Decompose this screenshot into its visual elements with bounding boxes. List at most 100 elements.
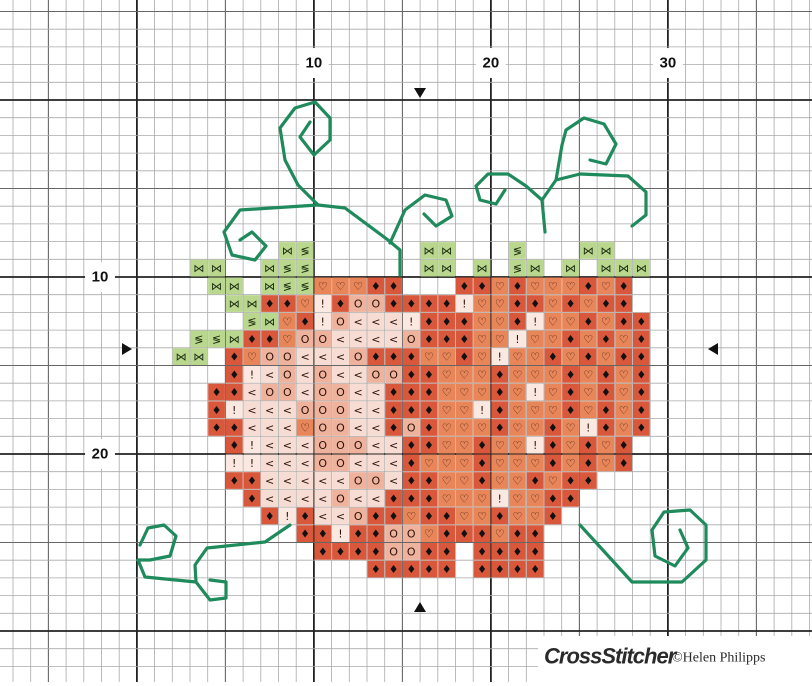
stitch-symbol: ♡ [424,351,434,364]
stitch-symbol: ♦ [247,475,257,488]
stitch-symbol: O [354,439,363,452]
stitch-symbol: ♦ [247,333,257,346]
stitch-cell [208,277,225,295]
stitch-cell [243,472,261,489]
stitch-cell [420,401,438,419]
stitch-symbol: O [354,298,363,311]
stitch-symbol: ♦ [424,333,434,346]
stitch-cell [243,312,261,330]
stitch-symbol: ♡ [424,457,434,470]
stitch-cell [544,277,562,295]
stitch-symbol: ♦ [389,351,399,364]
stitch-cell [279,401,296,419]
stitch-symbol: ♡ [530,404,540,417]
vine [136,523,198,584]
stitch-symbol: < [283,404,292,417]
stitch-symbol: ♦ [389,404,399,417]
stitch-cell [279,312,296,330]
stitch-symbol: O [407,545,416,558]
stitch-symbol: ♦ [406,457,416,470]
stitch-symbol: < [300,386,309,399]
stitch-cell [402,489,420,507]
stitch-symbol: ♡ [495,280,505,293]
stitch-symbol: ♦ [212,421,222,434]
center-markers [122,88,718,612]
stitch-cell [526,401,544,419]
stitch-cell [544,366,562,383]
stitch-symbol: ♦ [318,528,328,541]
stitch-cell [420,366,438,383]
stitch-symbol: ♦ [566,475,576,488]
stitch-cell [579,436,597,454]
stitch-cell [615,454,632,472]
stitch-cell [562,366,579,383]
stitch-symbol: ♡ [477,368,487,381]
stitch-cell [615,259,632,277]
stitch-symbol: < [265,421,274,434]
stitch-symbol: < [283,439,292,452]
stitch-cell [491,383,509,401]
stitch-symbol: ♡ [619,333,629,346]
vine [578,508,708,584]
stitch-symbol: O [283,368,292,381]
stitch-cell [296,436,314,454]
stitch-cell [579,295,597,312]
stitch-symbol: ♦ [389,510,399,523]
stitch-symbol: < [336,475,345,488]
stitch-symbol: ♦ [389,563,399,576]
stitch-cell [526,277,544,295]
stitch-cell [491,366,509,383]
stitch-symbol: ♦ [247,492,257,505]
stitch-cell [296,242,314,259]
stitch-cell [385,543,402,560]
stitch-symbol: ♦ [229,475,239,488]
stitch-symbol: ♡ [282,333,292,346]
stitch-cell [279,436,296,454]
stitch-cell [314,525,332,542]
stitch-cell [615,383,632,401]
stitch-cell [296,366,314,383]
stitch-cell [597,366,615,383]
stitch-symbol: ⋈ [229,298,240,311]
stitch-symbol: ♦ [300,510,310,523]
stitch-symbol: ♡ [477,333,487,346]
stitch-symbol: ♡ [566,421,576,434]
stitch-cell [562,295,579,312]
vine [388,193,454,245]
stitch-cell [296,507,314,525]
stitch-symbol: ♦ [371,545,381,558]
stitch-symbol: O [336,439,345,452]
stitch-cell [296,401,314,419]
stitch-cell [420,436,438,454]
stitch-cell [172,348,190,365]
stitch-cell [526,383,544,401]
brand-logo: CrossStitcher [544,644,678,669]
stitch-cell [367,525,385,542]
stitch-symbol: ♦ [265,510,275,523]
stitch-cell [491,348,509,365]
stitch-cell [491,419,509,436]
stitch-cell [544,383,562,401]
stitch-cell [438,525,455,542]
stitch-symbol: ♡ [530,333,540,346]
stitch-cell [296,525,314,542]
stitch-symbol: ♦ [583,280,593,293]
stitch-symbol: ♦ [477,528,487,541]
stitch-symbol: ♡ [601,315,611,328]
stitch-symbol: ♡ [566,280,576,293]
stitch-cell [456,472,473,489]
stitch-cell [385,366,402,383]
stitch-symbol: < [371,492,380,505]
stitch-cell [402,543,420,560]
stitch-cell [243,401,261,419]
stitch-cell [438,312,455,330]
stitch-symbol: ⋈ [600,262,611,275]
stitch-cell [261,507,278,525]
stitch-cell [402,419,420,436]
label-badge [85,262,115,292]
stitch-symbol: ⋈ [618,262,629,275]
stitch-symbol: < [336,510,345,523]
stitch-cell [456,312,473,330]
stitch-cell [225,436,243,454]
